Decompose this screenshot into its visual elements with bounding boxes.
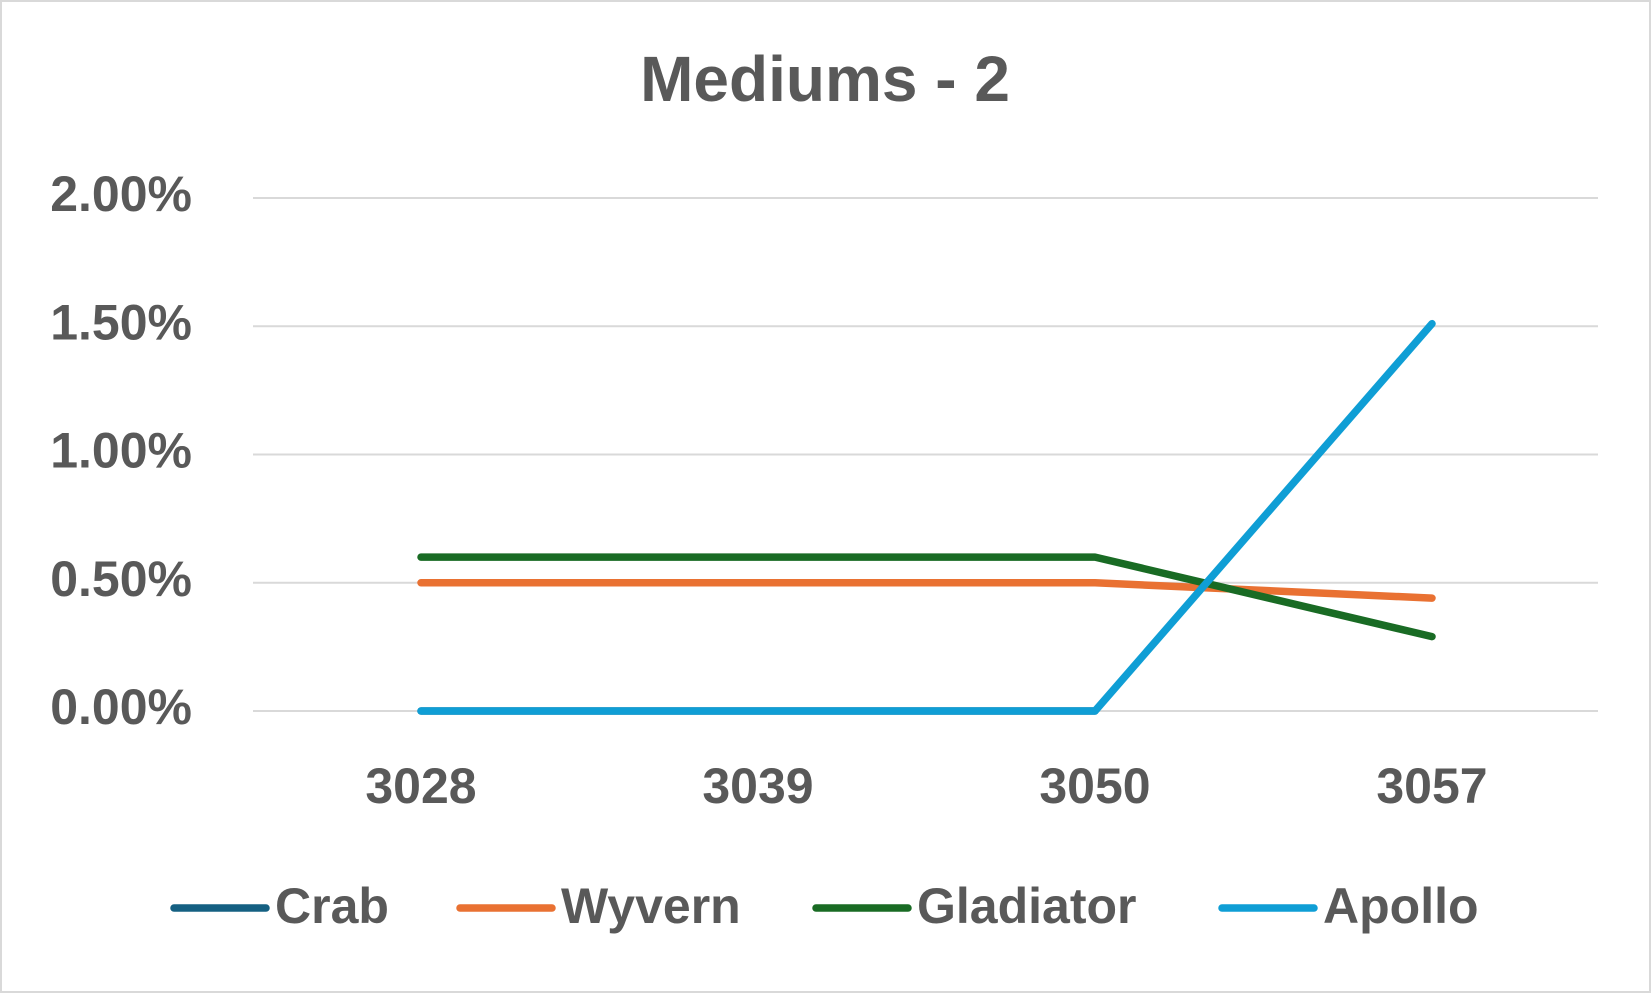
chart-title: Mediums - 2 — [640, 43, 1010, 115]
legend-label: Gladiator — [917, 878, 1136, 934]
x-tick-label: 3028 — [365, 758, 476, 814]
y-tick-label: 1.50% — [50, 294, 192, 350]
y-tick-label: 2.00% — [50, 166, 192, 222]
series-line — [417, 319, 1436, 715]
legend-label: Crab — [275, 878, 389, 934]
legend-label: Apollo — [1323, 878, 1479, 934]
x-tick-label: 3057 — [1376, 758, 1487, 814]
legend-label: Wyvern — [561, 878, 741, 934]
y-tick-label: 1.00% — [50, 423, 192, 479]
x-tick-label: 3039 — [702, 758, 813, 814]
x-tick-label: 3050 — [1039, 758, 1150, 814]
y-tick-label: 0.50% — [50, 551, 192, 607]
series-line — [417, 553, 1436, 641]
series-line — [417, 579, 1436, 602]
y-tick-label: 0.00% — [50, 679, 192, 735]
